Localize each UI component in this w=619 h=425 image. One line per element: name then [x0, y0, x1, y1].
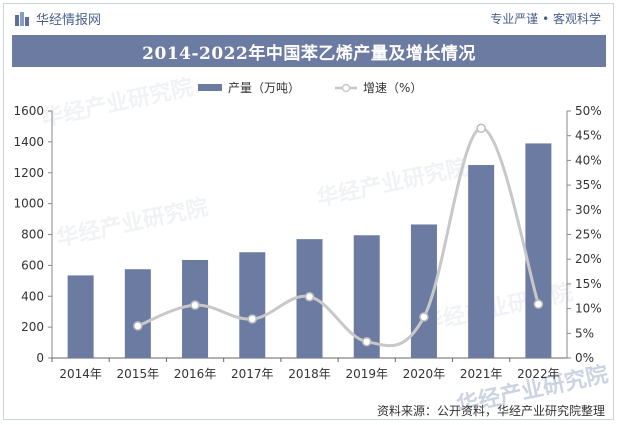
x-tick-label: 2020年	[403, 367, 446, 381]
y-left-tick-label: 600	[21, 258, 44, 272]
y-right-tick-label: 20%	[575, 252, 602, 266]
y-right-tick-label: 15%	[575, 277, 602, 291]
bar	[124, 269, 151, 358]
bar	[239, 252, 266, 358]
x-tick-label: 2014年	[59, 367, 102, 381]
source-note: 资料来源：公开资料，华经产业研究院整理	[376, 404, 605, 418]
y-left-tick-label: 1000	[13, 197, 44, 211]
y-right-tick-label: 0%	[575, 351, 594, 365]
y-right-tick-label: 30%	[575, 203, 602, 217]
y-left-tick-label: 1400	[13, 135, 44, 149]
x-tick-label: 2022年	[517, 367, 560, 381]
title-bar: 2014-2022年中国苯乙烯产量及增长情况	[12, 35, 606, 67]
y-left-tick-label: 200	[21, 320, 44, 334]
x-tick-label: 2019年	[345, 367, 388, 381]
bar	[67, 275, 94, 358]
growth-point	[419, 312, 429, 322]
x-tick-label: 2018年	[288, 367, 331, 381]
brand-logo-icon	[15, 11, 29, 26]
y-right-tick-label: 35%	[575, 178, 602, 192]
brand-name: 华经情报网	[36, 13, 102, 28]
y-right-tick-label: 10%	[575, 302, 602, 316]
bar	[468, 165, 495, 358]
legend-bar-swatch	[198, 84, 222, 91]
bar	[525, 143, 552, 358]
y-left-tick-label: 1600	[13, 104, 44, 118]
y-right-tick-label: 5%	[575, 326, 594, 340]
y-right-tick-label: 25%	[575, 228, 602, 242]
growth-point	[247, 314, 258, 324]
x-tick-label: 2016年	[174, 367, 217, 381]
y-right-tick-label: 50%	[575, 104, 602, 118]
slogan: 专业严谨 • 客观科学	[490, 12, 601, 26]
growth-point	[361, 336, 372, 347]
legend-line-marker	[341, 83, 351, 93]
y-left-tick-label: 400	[21, 289, 44, 303]
y-right-tick-label: 45%	[575, 129, 602, 143]
growth-point	[190, 300, 200, 310]
legend-label-growth: 增速（%）	[363, 81, 422, 95]
chart-title: 2014-2022年中国苯乙烯产量及增长情况	[142, 43, 476, 64]
x-tick-label: 2015年	[117, 367, 160, 381]
brand: 华经情报网	[14, 9, 101, 28]
growth-point	[304, 291, 315, 302]
y-left-tick-label: 0	[36, 351, 44, 365]
growth-point	[533, 299, 544, 309]
y-left-tick-label: 1200	[13, 166, 44, 180]
growth-point	[476, 123, 486, 134]
y-right-tick-label: 40%	[575, 153, 602, 167]
legend-label-production: 产量（万吨）	[228, 81, 300, 95]
top-bar: 华经情报网 专业严谨 • 客观科学	[4, 4, 613, 32]
y-left-tick-label: 800	[21, 228, 44, 242]
x-tick-label: 2021年	[460, 367, 503, 381]
x-tick-label: 2017年	[231, 367, 274, 381]
growth-point	[133, 321, 143, 331]
